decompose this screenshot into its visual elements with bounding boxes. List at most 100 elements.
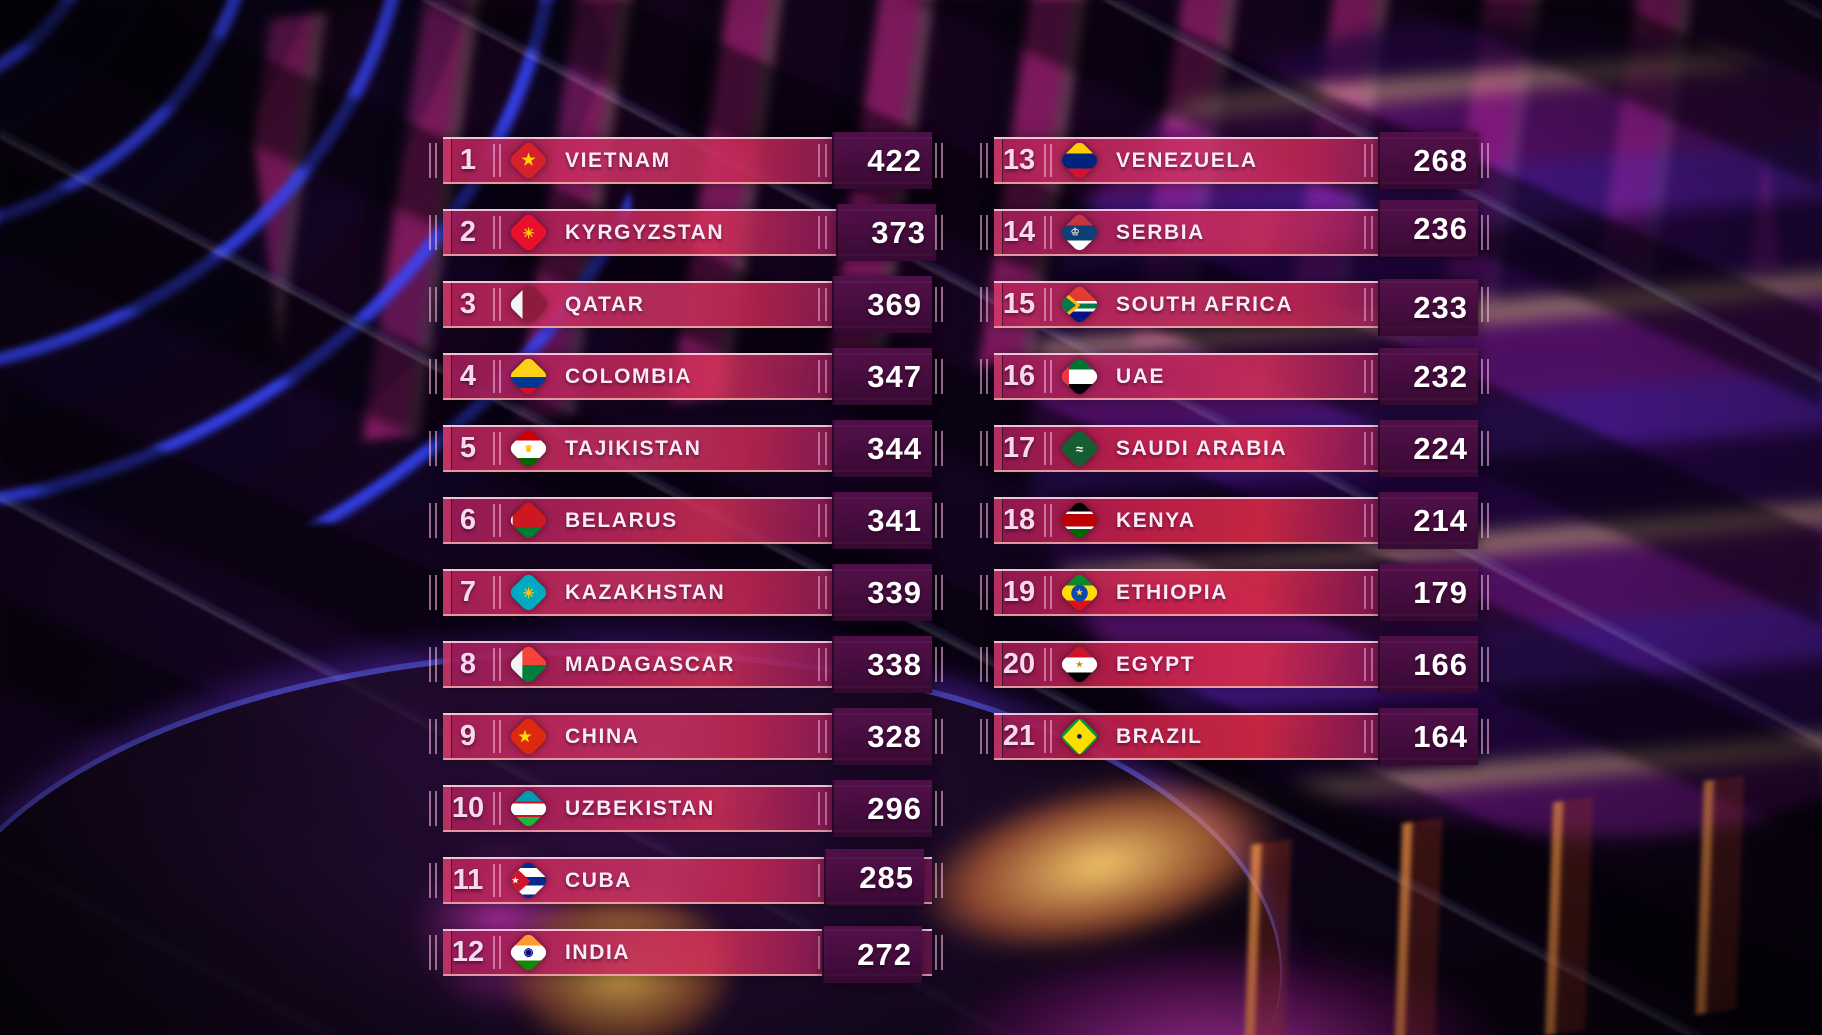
row-edge-lines bbox=[429, 359, 439, 394]
country-name: VENEZUELA bbox=[1116, 148, 1258, 172]
country-name: VIETNAM bbox=[565, 148, 671, 172]
column-right: 13 VENEZUELA 268 14 ♔ SERBIA 236 15 SOUT… bbox=[980, 132, 1491, 765]
separator-lines bbox=[818, 360, 832, 393]
flag-emblem: ☀ bbox=[521, 584, 535, 601]
separator-lines bbox=[493, 288, 501, 321]
kyrgyzstan-flag-icon: ☀ bbox=[501, 211, 555, 254]
row-edge-lines bbox=[935, 935, 945, 970]
score-box: 236 bbox=[1378, 200, 1478, 257]
score-box: 285 bbox=[824, 849, 924, 906]
score-box: 232 bbox=[1378, 348, 1478, 405]
separator-lines bbox=[493, 144, 501, 177]
row-edge-lines bbox=[935, 647, 945, 682]
egypt-flag-icon: ★ bbox=[1052, 643, 1106, 686]
score-box: 164 bbox=[1378, 708, 1478, 765]
score-value: 339 bbox=[867, 574, 922, 610]
belarus-flag-icon bbox=[501, 499, 555, 542]
separator-lines bbox=[1044, 360, 1052, 393]
score-value: 373 bbox=[871, 214, 926, 250]
country-name: ETHIOPIA bbox=[1116, 580, 1228, 604]
rank-number: 16 bbox=[1002, 360, 1036, 392]
separator-lines bbox=[493, 576, 501, 609]
country-name: COLOMBIA bbox=[565, 364, 693, 388]
flag-emblem: ★ bbox=[517, 728, 532, 745]
score-row: 9 ★ CHINA 328 bbox=[429, 708, 945, 765]
venezuela-flag-icon bbox=[1052, 139, 1106, 182]
separator-lines bbox=[1364, 144, 1378, 177]
score-row: 19 ★ ETHIOPIA 179 bbox=[980, 564, 1491, 621]
row-edge-lines bbox=[1481, 575, 1491, 610]
score-value: 233 bbox=[1413, 289, 1468, 325]
separator-lines bbox=[1364, 720, 1378, 753]
row-edge-lines bbox=[980, 143, 990, 178]
score-row: 15 SOUTH AFRICA 233 bbox=[980, 279, 1491, 336]
rank-number: 20 bbox=[1002, 648, 1036, 680]
score-value: 224 bbox=[1413, 430, 1468, 466]
row-edge-lines bbox=[980, 431, 990, 466]
flag-emblem: ★ bbox=[1075, 659, 1083, 669]
score-value: 422 bbox=[867, 142, 922, 178]
india-flag-icon: ◉ bbox=[501, 931, 555, 974]
score-row: 10 UZBEKISTAN 296 bbox=[429, 780, 945, 837]
rank-number: 3 bbox=[459, 288, 477, 320]
separator-lines bbox=[818, 648, 832, 681]
separator-lines bbox=[1044, 288, 1052, 321]
column-left: 1 ★ VIETNAM 422 2 ☀ KYRGYZSTAN 373 3 QAT… bbox=[429, 132, 945, 983]
row-edge-lines bbox=[935, 215, 945, 250]
saudi_arabia-flag-icon: ≈ bbox=[1052, 427, 1106, 470]
qatar-flag-icon bbox=[501, 283, 555, 326]
flag-emblem: ★ bbox=[1075, 587, 1083, 597]
rank-number: 14 bbox=[1002, 216, 1036, 248]
row-edge-lines bbox=[1481, 719, 1491, 754]
kazakhstan-flag-icon: ☀ bbox=[501, 571, 555, 614]
row-edge-lines bbox=[429, 215, 439, 250]
separator-lines bbox=[1044, 432, 1052, 465]
flag-overlay-shape bbox=[1058, 356, 1099, 397]
flag-emblem: ★ bbox=[511, 875, 519, 885]
score-box: 272 bbox=[822, 926, 922, 983]
score-value: 338 bbox=[867, 646, 922, 682]
separator-lines bbox=[493, 432, 501, 465]
country-name: BRAZIL bbox=[1116, 724, 1203, 748]
score-row: 6 BELARUS 341 bbox=[429, 492, 945, 549]
separator-lines bbox=[1044, 504, 1052, 537]
separator-lines bbox=[818, 432, 832, 465]
row-edge-lines bbox=[1481, 431, 1491, 466]
score-box: 373 bbox=[836, 204, 936, 261]
score-row: 8 MADAGASCAR 338 bbox=[429, 636, 945, 693]
country-name: UAE bbox=[1116, 364, 1166, 388]
rank-number: 8 bbox=[459, 648, 477, 680]
score-value: 296 bbox=[867, 790, 922, 826]
row-edge-lines bbox=[1481, 143, 1491, 178]
china-flag-icon: ★ bbox=[501, 715, 555, 758]
rank-number: 17 bbox=[1002, 432, 1036, 464]
south_africa-flag-icon bbox=[1052, 283, 1106, 326]
flag-overlay-shape bbox=[507, 644, 548, 685]
separator-lines bbox=[818, 504, 832, 537]
separator-lines bbox=[1044, 216, 1052, 249]
score-row: 14 ♔ SERBIA 236 bbox=[980, 200, 1491, 257]
separator-lines bbox=[818, 576, 832, 609]
background-wave bbox=[1199, 760, 1822, 1035]
rank-number: 19 bbox=[1002, 576, 1036, 608]
cuba-flag-icon: ★ bbox=[501, 859, 555, 902]
flag-emblem: ★ bbox=[520, 151, 536, 169]
flag-emblem: ♛ bbox=[523, 443, 533, 453]
separator-lines bbox=[1044, 576, 1052, 609]
score-row: 21 ● BRAZIL 164 bbox=[980, 708, 1491, 765]
separator-lines bbox=[493, 360, 501, 393]
separator-lines bbox=[1364, 504, 1378, 537]
score-box: 233 bbox=[1378, 279, 1478, 336]
row-edge-lines bbox=[429, 791, 439, 826]
row-edge-lines bbox=[935, 791, 945, 826]
separator-lines bbox=[1044, 144, 1052, 177]
separator-lines bbox=[818, 720, 832, 753]
rank-number: 10 bbox=[451, 792, 485, 824]
separator-lines bbox=[1364, 648, 1378, 681]
row-edge-lines bbox=[1481, 647, 1491, 682]
row-edge-lines bbox=[1481, 359, 1491, 394]
score-row: 2 ☀ KYRGYZSTAN 373 bbox=[429, 204, 945, 261]
score-value: 164 bbox=[1413, 718, 1468, 754]
country-name: KENYA bbox=[1116, 508, 1196, 532]
score-box: 422 bbox=[832, 132, 932, 189]
